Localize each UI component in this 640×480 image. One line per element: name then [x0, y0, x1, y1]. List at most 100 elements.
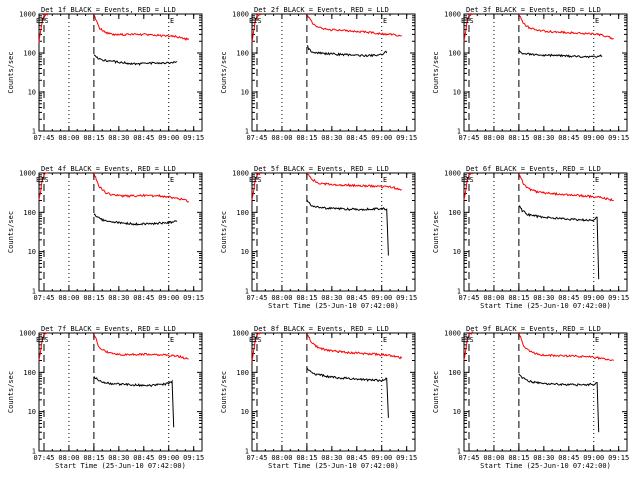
x-tick-label: 07:45: [33, 454, 54, 462]
event-marker-label: EIS: [249, 176, 262, 184]
panel-title: Det 1f BLACK = Events, RED = LLD: [41, 6, 176, 14]
detector-panel-5: Det 5f BLACK = Events, RED = LLD Counts/s…: [220, 165, 417, 310]
series-line-events: [306, 44, 388, 58]
x-tick-label: 08:45: [558, 454, 579, 462]
series-line-lld: [463, 172, 614, 202]
y-tick-label: 1000: [19, 11, 36, 19]
x-tick-label: 07:45: [246, 294, 267, 302]
x-tick-label: 08:00: [58, 454, 79, 462]
y-axis-label: Counts/sec: [7, 51, 15, 93]
x-tick-label: 08:30: [321, 294, 342, 302]
event-marker-label: E: [383, 336, 387, 344]
x-tick-label: 08:00: [483, 454, 504, 462]
x-tick-label: 09:00: [583, 454, 604, 462]
y-tick-label: 100: [23, 209, 36, 217]
panel-title: Det 7f BLACK = Events, RED = LLD: [41, 325, 176, 333]
x-tick-label: 09:15: [608, 454, 629, 462]
panel-title: Det 6f BLACK = Events, RED = LLD: [466, 165, 601, 173]
series-line-lld: [251, 171, 402, 201]
y-tick-label: 10: [241, 248, 249, 256]
y-tick-label: 1000: [444, 170, 461, 178]
x-tick-label: 08:15: [508, 294, 529, 302]
y-tick-label: 1000: [444, 11, 461, 19]
event-marker-label: EIS: [249, 336, 262, 344]
x-tick-label: 08:45: [558, 294, 579, 302]
y-tick-label: 10: [453, 248, 461, 256]
x-tick-label: 07:45: [33, 294, 54, 302]
x-tick-label: 08:00: [271, 134, 292, 142]
x-tick-label: 09:00: [158, 134, 179, 142]
series-line-lld: [38, 331, 189, 361]
x-tick-label: 08:15: [83, 134, 104, 142]
y-tick-label: 100: [448, 209, 461, 217]
y-axis-label: Counts/sec: [432, 371, 440, 413]
event-marker-label: E: [170, 17, 174, 25]
x-axis-label: Start Time (25-Jun-10 07:42:00): [480, 302, 611, 310]
plot-frame: [251, 13, 416, 132]
x-tick-label: 08:30: [533, 294, 554, 302]
y-tick-label: 1: [457, 288, 461, 296]
detector-panel-2: Det 2f BLACK = Events, RED = LLD Counts/s…: [220, 6, 417, 142]
x-tick-label: 09:15: [608, 294, 629, 302]
y-axis-label: Counts/sec: [220, 51, 228, 93]
series-line-events: [518, 205, 600, 280]
x-tick-label: 09:15: [396, 294, 417, 302]
series-line-lld: [251, 331, 403, 362]
event-marker-label: E: [383, 176, 387, 184]
x-tick-label: 09:00: [371, 454, 392, 462]
event-marker-label: EIS: [461, 17, 474, 25]
y-axis-label: Counts/sec: [7, 211, 15, 253]
event-marker-label: EIS: [36, 17, 49, 25]
x-axis-label: Start Time (25-Jun-10 07:42:00): [480, 462, 611, 470]
panel-title: Det 8f BLACK = Events, RED = LLD: [254, 325, 389, 333]
x-tick-label: 08:00: [271, 454, 292, 462]
y-tick-label: 1: [245, 288, 249, 296]
x-axis-label: Start Time (25-Jun-10 07:42:00): [55, 462, 186, 470]
x-tick-label: 09:15: [183, 134, 204, 142]
y-tick-label: 10: [28, 248, 36, 256]
x-tick-label: 08:45: [346, 134, 367, 142]
x-tick-label: 08:30: [533, 454, 554, 462]
x-tick-label: 08:00: [58, 134, 79, 142]
y-axis-label: Counts/sec: [432, 211, 440, 253]
x-tick-label: 08:45: [346, 454, 367, 462]
y-tick-label: 1: [32, 448, 36, 456]
y-tick-label: 10: [28, 408, 36, 416]
x-tick-label: 08:15: [296, 454, 317, 462]
y-tick-label: 1000: [232, 330, 249, 338]
x-tick-label: 08:45: [558, 134, 579, 142]
x-tick-label: 08:15: [296, 134, 317, 142]
event-marker-label: E: [170, 176, 174, 184]
plot-frame: [463, 172, 628, 292]
series-line-events: [306, 367, 389, 418]
y-axis-label: Counts/sec: [7, 371, 15, 413]
x-tick-label: 09:00: [371, 294, 392, 302]
x-tick-label: 07:45: [458, 454, 479, 462]
series-line-events: [93, 376, 175, 428]
event-marker-label: E: [595, 176, 599, 184]
x-tick-label: 08:30: [321, 454, 342, 462]
x-tick-label: 08:15: [83, 454, 104, 462]
y-tick-label: 10: [241, 89, 249, 97]
plot-frame: [463, 13, 628, 132]
x-tick-label: 07:45: [458, 134, 479, 142]
series-line-events: [518, 49, 603, 59]
x-tick-label: 09:15: [396, 454, 417, 462]
event-marker-label: E: [170, 336, 174, 344]
x-tick-label: 08:30: [321, 134, 342, 142]
panel-title: Det 2f BLACK = Events, RED = LLD: [254, 6, 389, 14]
detector-panel-4: Det 4f BLACK = Events, RED = LLD Counts/s…: [7, 165, 204, 302]
x-tick-label: 08:00: [58, 294, 79, 302]
event-marker-label: EIS: [36, 336, 49, 344]
y-tick-label: 1000: [232, 170, 249, 178]
y-tick-label: 1: [32, 128, 36, 136]
y-tick-label: 1000: [19, 170, 36, 178]
y-tick-label: 100: [23, 369, 36, 377]
series-line-events: [93, 213, 178, 227]
y-tick-label: 100: [23, 50, 36, 58]
x-tick-label: 08:45: [133, 454, 154, 462]
x-tick-label: 09:15: [608, 134, 629, 142]
y-tick-label: 1: [245, 128, 249, 136]
detector-panel-7: Det 7f BLACK = Events, RED = LLD Counts/s…: [7, 325, 204, 470]
